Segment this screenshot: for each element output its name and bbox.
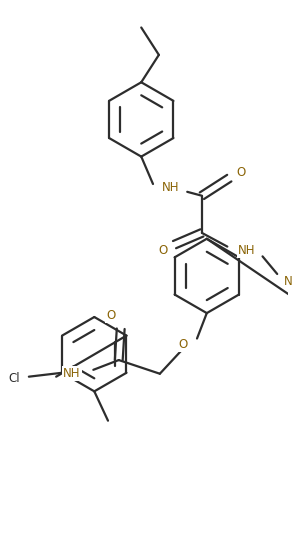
- Text: NH: NH: [238, 244, 255, 257]
- Text: O: O: [236, 166, 246, 179]
- Text: O: O: [106, 308, 115, 322]
- Text: N: N: [284, 275, 292, 288]
- Text: NH: NH: [63, 367, 81, 380]
- Text: NH: NH: [162, 181, 179, 194]
- Text: O: O: [179, 338, 188, 351]
- Text: Cl: Cl: [8, 372, 20, 385]
- Text: O: O: [158, 244, 167, 257]
